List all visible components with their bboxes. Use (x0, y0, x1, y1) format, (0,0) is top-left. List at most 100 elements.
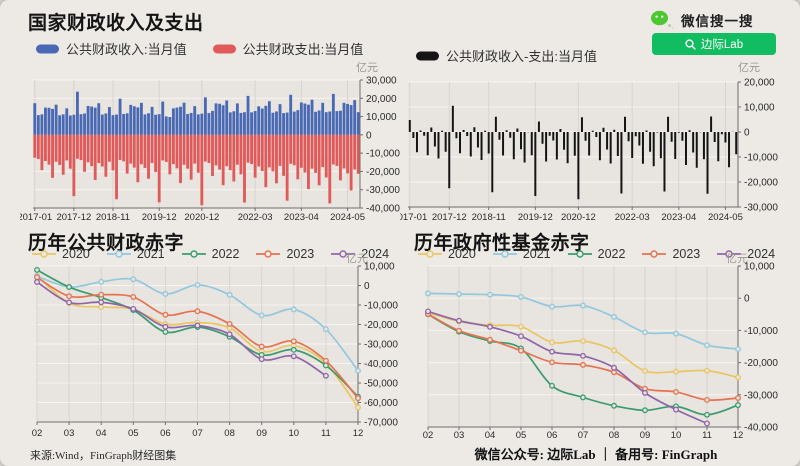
data-point-marker (673, 388, 679, 395)
data-point-marker (611, 347, 617, 354)
wechat-search-button[interactable]: 边际Lab (652, 33, 776, 55)
legend-swatch-icon (717, 250, 742, 258)
bar (606, 132, 609, 150)
bar (72, 134, 76, 197)
chart-title-fund-deficit: 历年政府性基金赤字 (414, 233, 590, 254)
legend-swatch-icon (492, 250, 517, 258)
bar (563, 132, 566, 150)
bar (530, 132, 533, 156)
bar (534, 132, 537, 196)
y-tick-label: -40,000 (744, 423, 778, 434)
data-point-marker (425, 290, 431, 297)
legend-swatch-icon (416, 51, 439, 60)
x-tick-label: 2017-12 (56, 212, 91, 223)
bar (61, 114, 65, 135)
bar (86, 105, 90, 135)
bar (624, 116, 627, 132)
data-point-marker (704, 367, 710, 374)
legend-item-2020: 2020 (418, 247, 476, 261)
data-point-marker (518, 323, 524, 330)
x-tick-label: 08 (609, 430, 620, 441)
bar (537, 121, 540, 132)
bar (289, 134, 293, 164)
legend-swatch-icon (331, 250, 356, 258)
bar (132, 106, 136, 135)
data-point-marker (549, 359, 555, 366)
bar (448, 132, 451, 189)
data-point-marker (98, 278, 105, 285)
data-point-marker (611, 402, 617, 409)
data-point-marker (194, 281, 201, 288)
data-point-marker (162, 290, 169, 297)
legend-item-2020: 2020 (32, 247, 90, 261)
bar (139, 134, 143, 165)
bar (641, 132, 644, 164)
data-point-marker (549, 303, 555, 310)
bar (638, 132, 641, 146)
bar (65, 134, 69, 161)
bar (299, 102, 303, 135)
bar (271, 112, 275, 135)
bar (275, 134, 278, 184)
bar (710, 116, 713, 132)
bar (346, 134, 349, 174)
bar (663, 132, 666, 192)
bar (86, 134, 90, 163)
bar (317, 110, 321, 135)
data-point-marker (290, 346, 297, 353)
chart-title-rev-exp: 国家财政收入及支出 (28, 13, 204, 34)
bar (136, 134, 140, 183)
bar-series-公共财政支出:当月值 (33, 134, 360, 206)
legend-swatch-icon (418, 250, 442, 258)
legend-item-2023: 2023 (642, 247, 700, 261)
y-tick-label: 0 (744, 128, 750, 139)
bar (331, 134, 335, 165)
bar (147, 113, 150, 135)
line-series-2024 (425, 308, 710, 427)
bar (677, 132, 680, 133)
bar (627, 132, 630, 142)
legend-item-公共财政收入-支出:当月值: 公共财政收入-支出:当月值 (416, 46, 597, 65)
x-tick-label: 02 (32, 428, 43, 439)
bar (282, 113, 286, 135)
bar (353, 100, 357, 135)
legend-public-deficit: 2020 2021 2022 2023 2024 (32, 247, 389, 261)
bar (150, 106, 154, 135)
y-tick-label: -10,000 (744, 326, 778, 337)
data-point-marker (704, 411, 710, 418)
bar (51, 134, 54, 178)
legend-item-2022: 2022 (567, 247, 625, 261)
bar (292, 134, 296, 166)
bar (555, 132, 558, 160)
bar (451, 105, 454, 132)
x-tick-label: 04 (485, 430, 496, 441)
data-point-marker (580, 302, 586, 309)
bar (670, 132, 673, 142)
bar (104, 113, 108, 135)
data-source-note: 来源:Wind，FinGraph财经图集 (30, 450, 177, 462)
chart-rev-exp-canvas: 30,000 20,000 10,000 0 -10,000 -20,000 -30,000… (20, 76, 400, 224)
x-tick-label: 10 (671, 430, 682, 441)
legend-swatch-icon (36, 44, 59, 53)
data-point-marker (673, 368, 679, 375)
bar (221, 134, 225, 186)
bar (684, 132, 687, 165)
bar (335, 134, 339, 166)
data-point-marker (66, 293, 73, 300)
axes: 10,000 0 -10,000 -20,000 -30,000 -40,000 -50,0… (32, 262, 399, 439)
bar (189, 112, 193, 135)
x-tick-label: 2018-11 (472, 212, 506, 223)
data-point-marker (34, 266, 40, 273)
data-point-marker (98, 304, 105, 310)
bar (356, 112, 360, 135)
bar (111, 115, 115, 135)
bar (566, 132, 569, 164)
data-point-marker (580, 394, 586, 401)
bar (512, 132, 515, 160)
data-point-marker (34, 274, 40, 281)
bar (275, 111, 278, 135)
y-tick-label: 0 (744, 294, 750, 305)
bar (412, 132, 415, 138)
data-point-marker (704, 420, 710, 427)
line-series-2024 (34, 279, 329, 379)
